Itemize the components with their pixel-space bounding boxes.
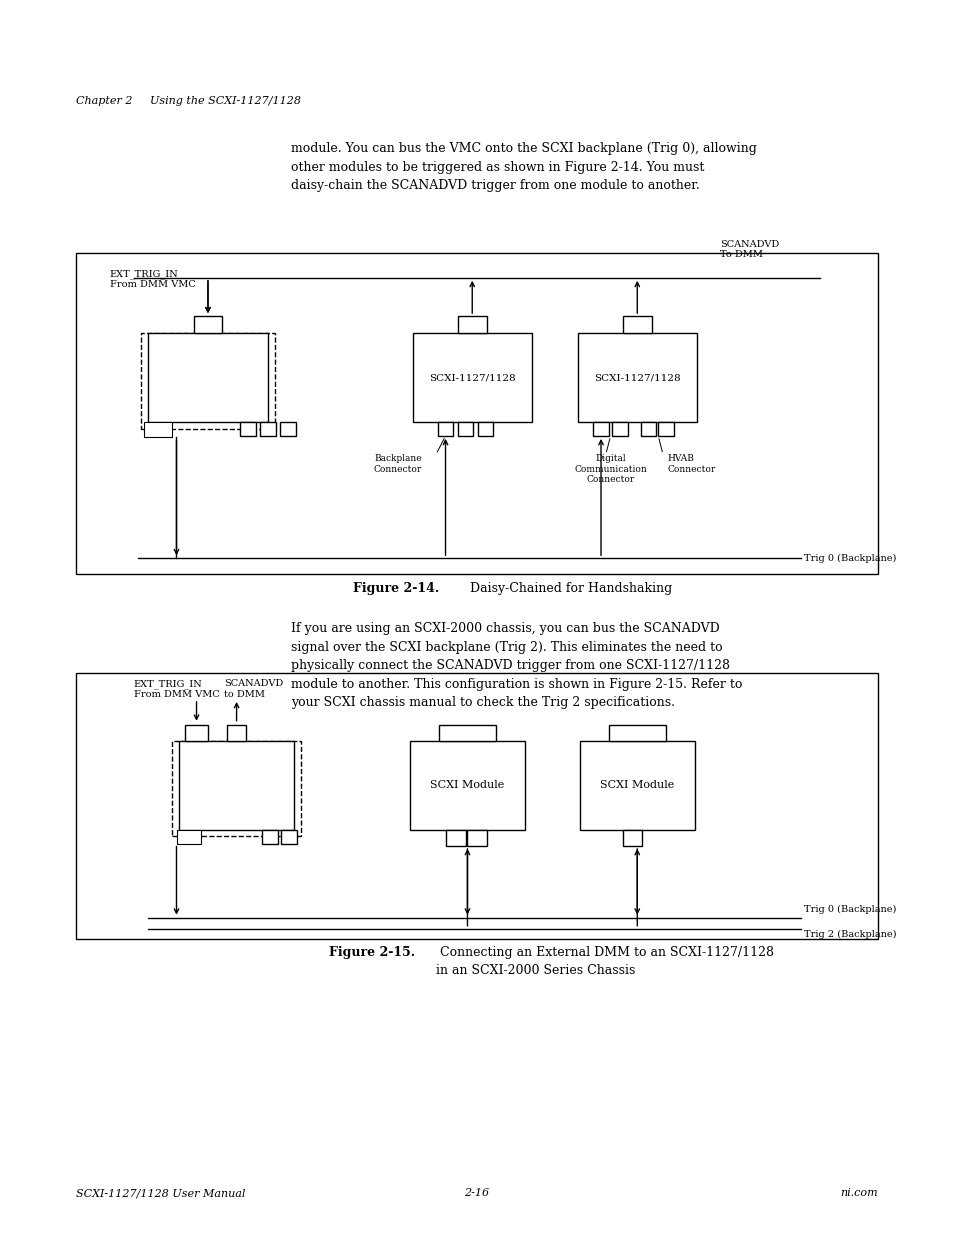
Bar <box>457 422 473 436</box>
Bar <box>622 830 641 846</box>
Text: SCXI-1127/1128: SCXI-1127/1128 <box>594 373 679 383</box>
Text: SCXI-1127/1128: SCXI-1127/1128 <box>429 373 515 383</box>
Bar <box>640 422 656 436</box>
Text: Trig 0 (Backplane): Trig 0 (Backplane) <box>803 905 896 914</box>
Text: SCANADVD
To DMM: SCANADVD To DMM <box>720 240 779 259</box>
Bar <box>281 830 296 844</box>
Bar <box>240 422 255 436</box>
Bar <box>579 741 694 830</box>
Bar <box>227 725 246 741</box>
Text: Backplane
Connector: Backplane Connector <box>374 454 421 474</box>
Bar <box>172 741 301 836</box>
Bar <box>593 422 608 436</box>
Bar <box>193 316 222 333</box>
Text: Trig 2 (Backplane): Trig 2 (Backplane) <box>803 930 896 939</box>
Bar <box>177 830 201 844</box>
Bar <box>622 316 651 333</box>
Text: Daisy-Chained for Handshaking: Daisy-Chained for Handshaking <box>461 582 671 595</box>
Text: If you are using an SCXI-2000 chassis, you can bus the SCANADVD
signal over the : If you are using an SCXI-2000 chassis, y… <box>291 622 741 709</box>
Text: Figure 2-14.: Figure 2-14. <box>353 582 438 595</box>
Bar <box>260 422 275 436</box>
Bar <box>412 333 531 422</box>
Text: Trig 0 (Backplane): Trig 0 (Backplane) <box>803 553 896 563</box>
Text: EXT_TRIG_IN
From DMM VMC: EXT_TRIG_IN From DMM VMC <box>110 269 195 289</box>
Text: HVAB
Connector: HVAB Connector <box>667 454 716 474</box>
Bar <box>76 253 877 574</box>
Bar <box>467 830 486 846</box>
Bar <box>149 333 267 422</box>
Bar <box>179 741 294 830</box>
Text: SCANADVD
to DMM: SCANADVD to DMM <box>224 679 283 699</box>
Text: Connecting an External DMM to an SCXI-1127/1128
 in an SCXI-2000 Series Chassis: Connecting an External DMM to an SCXI-11… <box>432 946 773 977</box>
Bar <box>76 673 877 939</box>
Bar <box>612 422 627 436</box>
Bar <box>141 333 274 429</box>
Text: SCXI Module: SCXI Module <box>430 781 504 790</box>
Bar <box>262 830 277 844</box>
Bar <box>143 422 172 437</box>
Text: Cabled
SCXI-1127/1128: Cabled SCXI-1127/1128 <box>195 772 277 792</box>
Text: module. You can bus the VMC onto the SCXI backplane (Trig 0), allowing
other mod: module. You can bus the VMC onto the SCX… <box>291 142 756 191</box>
Text: Cabled
SCXI-1127/1128: Cabled SCXI-1127/1128 <box>167 362 249 382</box>
Text: EXT_TRIG_IN
From DMM VMC: EXT_TRIG_IN From DMM VMC <box>133 679 219 699</box>
Text: ni.com: ni.com <box>840 1188 877 1198</box>
Bar <box>438 725 496 741</box>
Text: Figure 2-15.: Figure 2-15. <box>329 946 415 960</box>
Bar <box>477 422 493 436</box>
Bar <box>658 422 673 436</box>
Bar <box>410 741 524 830</box>
Text: SCXI-1127/1128 User Manual: SCXI-1127/1128 User Manual <box>76 1188 246 1198</box>
Text: Digital
Communication
Connector: Digital Communication Connector <box>574 454 646 484</box>
Bar <box>577 333 696 422</box>
Bar <box>446 830 465 846</box>
Bar <box>457 316 486 333</box>
Text: 2-16: 2-16 <box>464 1188 489 1198</box>
Bar <box>280 422 295 436</box>
Bar <box>608 725 665 741</box>
Bar <box>184 725 208 741</box>
Bar <box>437 422 453 436</box>
Text: SCXI Module: SCXI Module <box>599 781 674 790</box>
Text: Chapter 2     Using the SCXI-1127/1128: Chapter 2 Using the SCXI-1127/1128 <box>76 96 301 106</box>
